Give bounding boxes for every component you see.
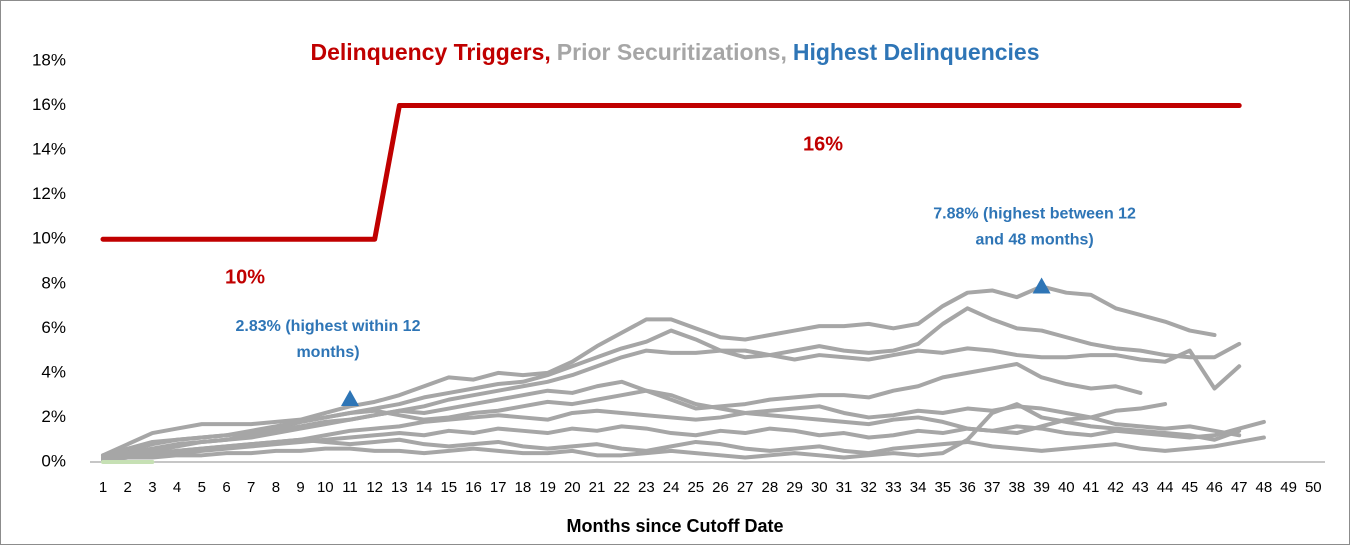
x-tick-label: 16 [465,479,482,496]
x-tick-label: 27 [737,479,754,496]
highlight-label: months) [296,344,359,361]
y-tick-label: 10% [32,229,66,248]
x-tick-label: 8 [272,479,280,496]
y-tick-label: 0% [41,451,66,470]
highlight-marker [1032,277,1051,294]
trigger-label: 16% [803,133,843,155]
title-part: Delinquency Triggers, [310,39,550,65]
x-tick-label: 49 [1280,479,1297,496]
x-tick-label: 37 [984,479,1001,496]
x-tick-label: 29 [786,479,803,496]
x-tick-label: 25 [687,479,704,496]
x-tick-label: 35 [934,479,951,496]
x-tick-label: 45 [1181,479,1198,496]
series-line [101,402,1242,462]
title-part: Highest Delinquencies [793,39,1040,65]
x-tick-label: 24 [663,479,680,496]
y-tick-label: 2% [41,407,66,426]
x-tick-label: 20 [564,479,581,496]
trigger-label: 10% [225,266,265,288]
y-tick-label: 14% [32,140,66,159]
x-tick-label: 43 [1132,479,1149,496]
x-tick-label: 11 [342,479,358,496]
series-line [101,435,1266,460]
x-tick-label: 50 [1305,479,1322,496]
x-tick-label: 33 [885,479,902,496]
x-tick-label: 1 [99,479,107,496]
x-tick-label: 44 [1157,479,1174,496]
title-part: Prior Securitizations, [557,39,787,65]
x-tick-label: 14 [416,479,433,496]
x-tick-label: 23 [638,479,655,496]
x-tick-label: 9 [296,479,304,496]
x-tick-label: 40 [1058,479,1075,496]
series-line [101,419,1266,462]
x-tick-label: 15 [440,479,457,496]
y-tick-label: 18% [32,50,66,69]
chart-title: Delinquency Triggers, Prior Securitizatio… [310,39,1039,65]
x-tick-label: 10 [317,479,334,496]
highlight-marker [341,389,359,406]
x-tick-label: 30 [811,479,828,496]
x-tick-label: 47 [1231,479,1248,496]
x-tick-label: 2 [124,479,132,496]
x-tick-label: 18 [515,479,532,496]
x-tick-label: 46 [1206,479,1223,496]
series-line [101,284,1217,458]
x-tick-label: 34 [910,479,927,496]
x-tick-label: 42 [1107,479,1124,496]
x-tick-label: 31 [836,479,853,496]
x-tick-label: 6 [222,479,230,496]
x-tick-label: 41 [1083,479,1100,496]
x-tick-label: 17 [490,479,507,496]
series-line [101,346,1242,462]
highlight-label: and 48 months) [975,232,1093,249]
x-tick-label: 32 [860,479,877,496]
x-tick-label: 21 [589,479,606,496]
x-tick-label: 13 [391,479,408,496]
y-tick-label: 4% [41,362,66,381]
x-tick-label: 39 [1033,479,1050,496]
y-tick-label: 6% [41,318,66,337]
x-tick-label: 4 [173,479,181,496]
y-tick-label: 8% [41,273,66,292]
x-tick-label: 48 [1256,479,1273,496]
series-line [101,388,1242,458]
x-tick-label: 19 [539,479,556,496]
series-line [101,361,1143,460]
highlight-label: 7.88% (highest between 12 [933,206,1136,223]
x-tick-label: 5 [198,479,206,496]
x-tick-label: 28 [762,479,779,496]
x-tick-label: 36 [959,479,976,496]
x-tick-label: 7 [247,479,255,496]
x-axis-label: Months since Cutoff Date [566,516,783,536]
x-tick-label: 22 [613,479,630,496]
y-tick-label: 12% [32,184,66,203]
highlight-label: 2.83% (highest within 12 [236,318,421,335]
x-tick-label: 38 [1009,479,1026,496]
y-tick-label: 16% [32,95,66,114]
x-tick-label: 26 [712,479,729,496]
series-line [100,103,1242,242]
x-tick-label: 12 [366,479,383,496]
x-tick-label: 3 [148,479,156,496]
